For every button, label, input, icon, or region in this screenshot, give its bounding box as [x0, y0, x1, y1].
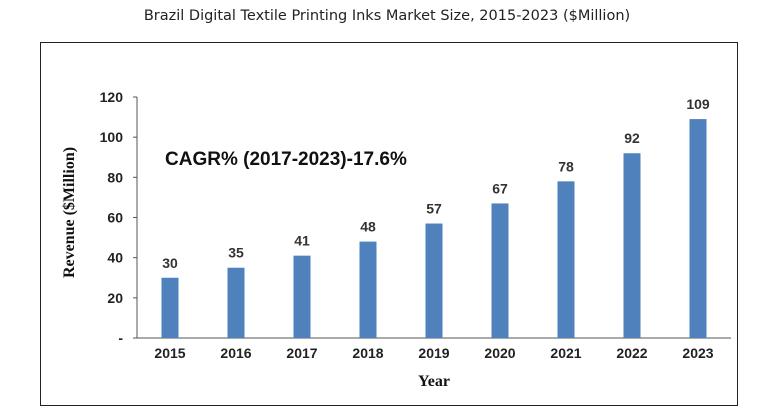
data-label-2022: 92 [624, 130, 640, 146]
x-tick-label-2021: 2021 [550, 345, 581, 361]
chart-x-tick-labels: 2015 2016 2017 2018 2019 2020 2021 2022 2023 [154, 345, 713, 361]
bar-2016 [227, 267, 245, 338]
x-tick-label-2017: 2017 [286, 345, 317, 361]
x-tick-label-2019: 2019 [418, 345, 449, 361]
data-label-2015: 30 [162, 255, 178, 271]
x-axis-title: Year [418, 373, 450, 390]
data-label-2017: 41 [294, 233, 310, 249]
data-label-2018: 48 [360, 219, 376, 235]
bar-2022 [623, 153, 641, 338]
data-label-2020: 67 [492, 180, 508, 196]
data-label-2016: 35 [228, 245, 244, 261]
y-axis-title: Revenue ($Million) [61, 147, 78, 278]
y-tick-label: 80 [107, 169, 123, 185]
bar-2017 [293, 255, 311, 338]
y-tick-label: 40 [107, 250, 123, 266]
data-label-2019: 57 [426, 201, 442, 217]
x-tick-label-2018: 2018 [352, 345, 383, 361]
x-tick-label-2023: 2023 [682, 345, 713, 361]
bar-2023 [689, 119, 707, 338]
y-tick-label: 20 [107, 290, 123, 306]
x-tick-label-2022: 2022 [616, 345, 647, 361]
bar-2020 [491, 203, 509, 338]
chart-data-labels: 30 35 41 48 57 67 78 92 109 [162, 96, 710, 271]
bar-2021 [557, 181, 575, 338]
page-title: Brazil Digital Textile Printing Inks Mar… [143, 8, 631, 24]
bar-2019 [425, 223, 443, 338]
data-label-2023: 109 [686, 96, 710, 112]
x-tick-label-2016: 2016 [220, 345, 251, 361]
bar-2015 [161, 277, 179, 338]
chart-bars [161, 119, 707, 338]
y-tick-label: - [118, 330, 123, 346]
bar-2018 [359, 241, 377, 338]
chart-frame: 30 35 41 48 57 67 78 92 109 2015 2016 2017 2018 2019… [40, 42, 738, 406]
y-tick-label: 120 [100, 89, 124, 105]
y-tick-label: 60 [107, 210, 123, 226]
bar-chart: 30 35 41 48 57 67 78 92 109 2015 2016 2017 2018 2019… [61, 89, 731, 390]
x-tick-label-2020: 2020 [484, 345, 515, 361]
cagr-annotation: CAGR% (2017-2023)-17.6% [165, 149, 407, 170]
data-label-2021: 78 [558, 158, 574, 174]
x-tick-label-2015: 2015 [154, 345, 185, 361]
chart-y-tick-labels: - 20 40 60 80 100 120 [100, 89, 124, 346]
y-tick-label: 100 [100, 129, 124, 145]
